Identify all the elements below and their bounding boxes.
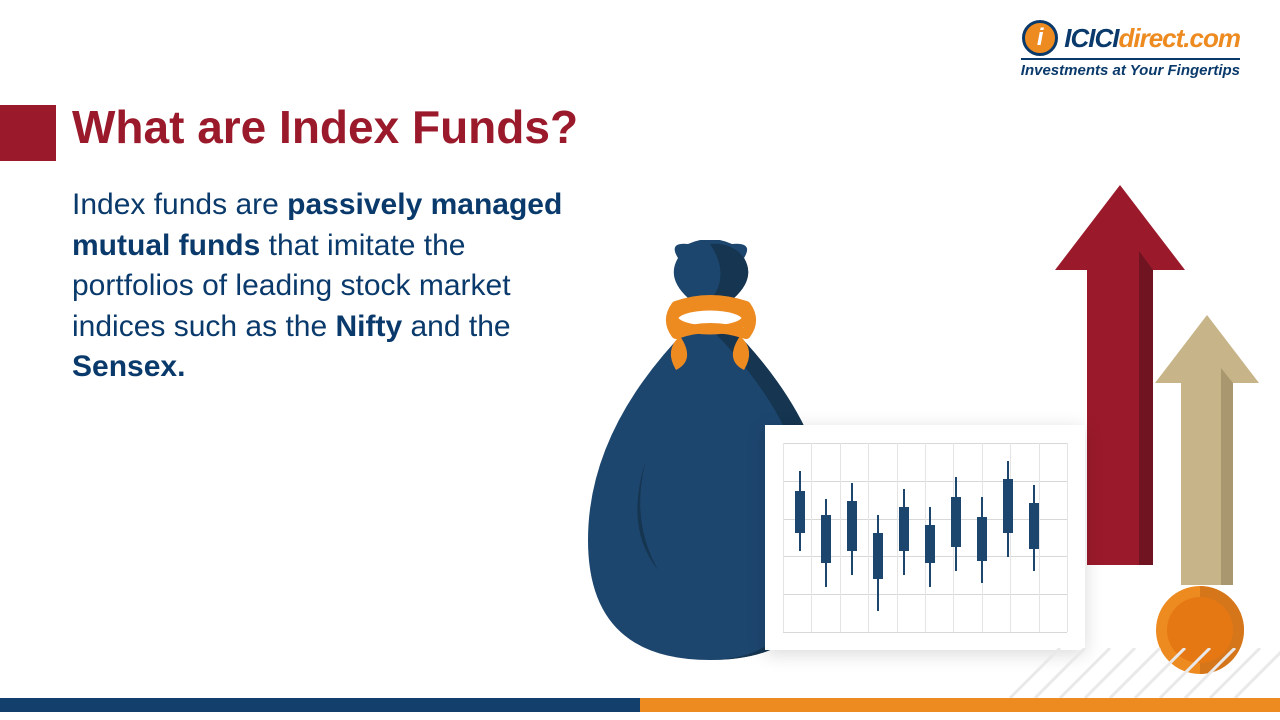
logo-text: ICICIdirect.com (1064, 23, 1240, 54)
up-arrow-beige-icon (1155, 315, 1259, 585)
footer-hatch (1000, 648, 1280, 698)
logo-main: i ICICIdirect.com (1021, 20, 1240, 56)
body-bold2: Nifty (335, 310, 402, 343)
body-pre: Index funds are (72, 188, 287, 221)
body-bold3: Sensex. (72, 350, 185, 383)
logo-part2: direct.com (1119, 23, 1241, 53)
logo-badge-icon: i (1022, 20, 1058, 56)
title-accent-block (0, 105, 56, 161)
illustration (560, 200, 1260, 680)
brand-logo: i ICICIdirect.com Investments at Your Fi… (1021, 20, 1240, 79)
body-mid2: and the (402, 310, 510, 343)
chart-grid (783, 443, 1067, 632)
body-paragraph: Index funds are passively managed mutual… (72, 185, 592, 388)
footer-bar (0, 698, 1280, 712)
candlestick-chart (765, 425, 1085, 650)
page-title: What are Index Funds? (72, 100, 578, 154)
logo-tagline: Investments at Your Fingertips (1021, 58, 1240, 79)
logo-part1: ICICI (1064, 23, 1118, 53)
